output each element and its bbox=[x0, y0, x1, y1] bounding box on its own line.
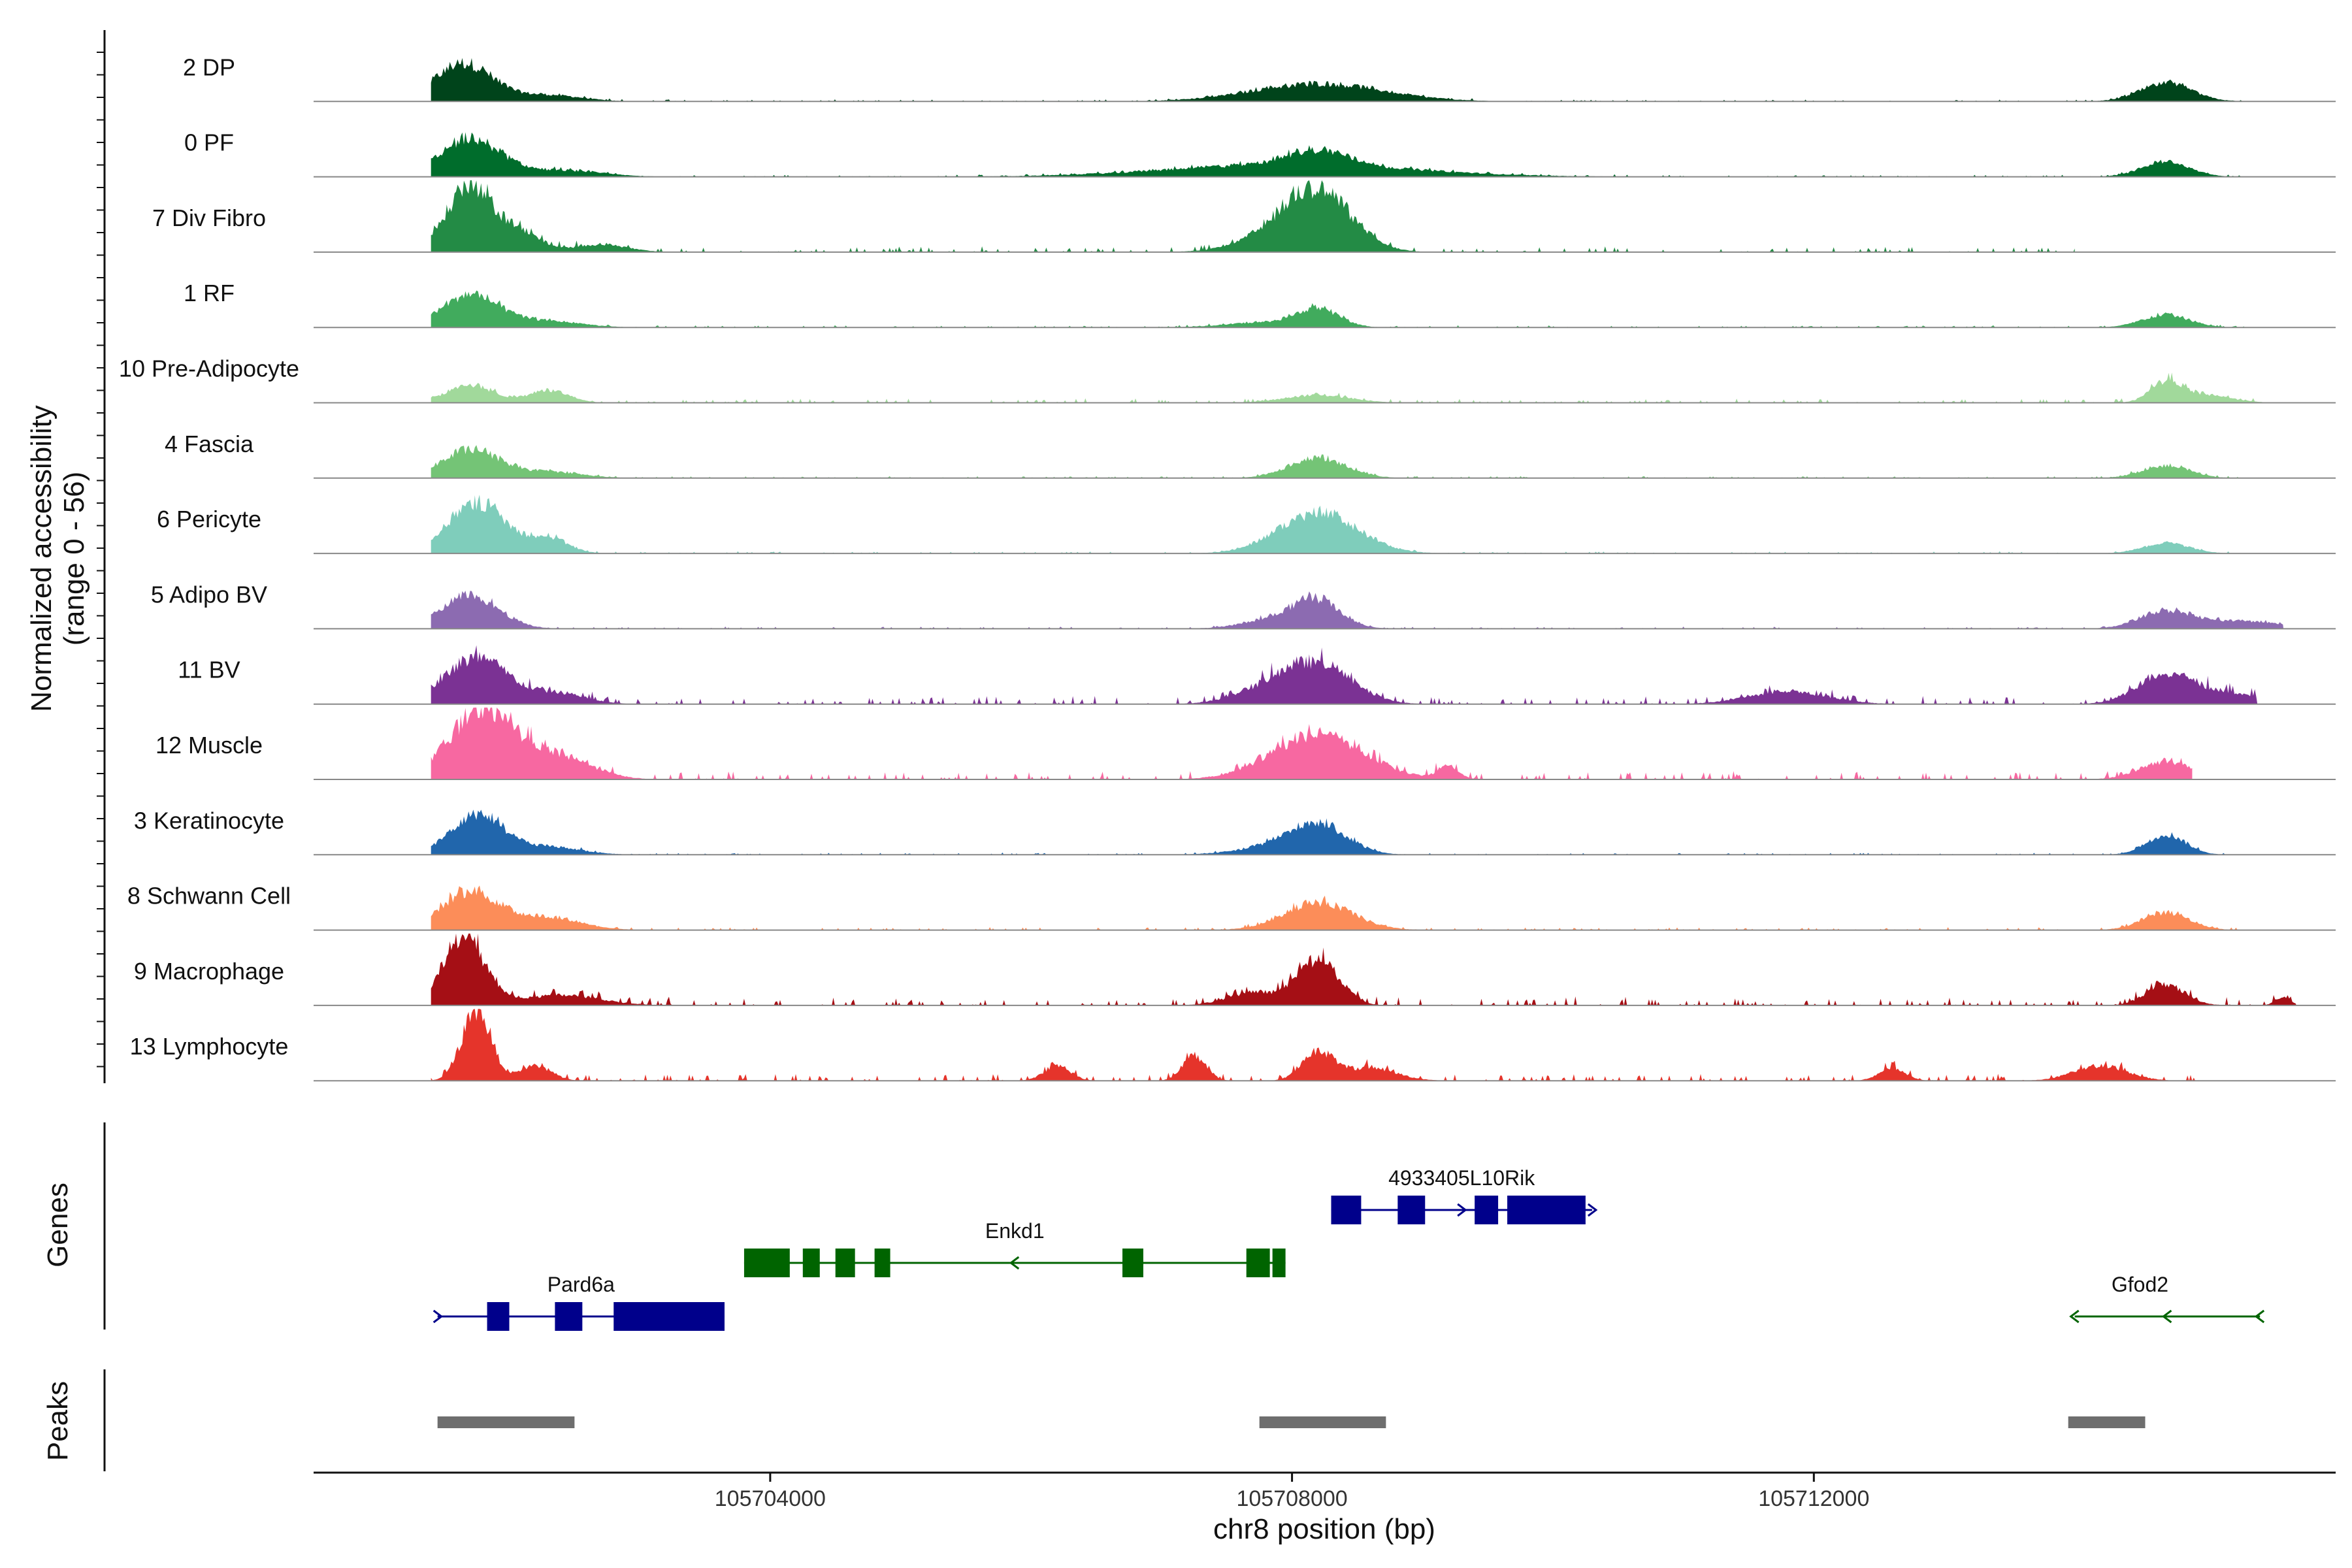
strand-arrow bbox=[2069, 1309, 2080, 1324]
strand-arrow bbox=[1457, 1203, 1467, 1217]
gene-model: Gfod2 bbox=[2069, 1273, 2265, 1324]
track: 10 Pre-Adipocyte bbox=[119, 355, 2336, 404]
genes-panel: Genes Pard6a Enkd1 4933405L10Rik Gfod2 bbox=[42, 1122, 2265, 1331]
left-axis-group: Normalized accessibility (range 0 - 56) bbox=[25, 30, 106, 1083]
coverage-area bbox=[431, 290, 2245, 328]
gene-model: Enkd1 bbox=[743, 1219, 1286, 1277]
x-axis: 105704000 105708000 105712000 chr8 positio… bbox=[314, 1471, 2336, 1545]
peaks-title: Peaks bbox=[42, 1381, 74, 1461]
gene-label: Enkd1 bbox=[985, 1219, 1045, 1243]
coverage-area bbox=[431, 933, 2297, 1005]
coverage-tracks: 2 DP 0 PF 7 Div Fibro 1 RF 10 Pre-Adipocyte 4… bbox=[119, 54, 2336, 1082]
gene-exon bbox=[1331, 1196, 1362, 1224]
track-label: 1 RF bbox=[184, 280, 235, 306]
gene-label: 4933405L10Rik bbox=[1388, 1166, 1535, 1190]
gene-exon bbox=[1507, 1196, 1586, 1224]
coverage-area bbox=[431, 591, 2284, 629]
track: 2 DP bbox=[183, 54, 2336, 103]
gene-exon bbox=[835, 1249, 855, 1277]
coverage-area bbox=[431, 809, 2245, 855]
track-label: 6 Pericyte bbox=[157, 506, 261, 532]
track-label: 12 Muscle bbox=[155, 732, 263, 759]
genes-title: Genes bbox=[42, 1183, 74, 1267]
track: 13 Lymphocyte bbox=[130, 1009, 2336, 1082]
y-axis-title-line1: Normalized accessibility bbox=[25, 405, 57, 711]
track-label: 7 Div Fibro bbox=[152, 204, 266, 231]
gene-exon bbox=[1272, 1249, 1286, 1277]
gene-exon bbox=[1246, 1249, 1270, 1277]
track: 4 Fascia bbox=[165, 431, 2336, 479]
gene-exon bbox=[555, 1302, 583, 1331]
track-label: 13 Lymphocyte bbox=[130, 1033, 289, 1060]
track-label: 2 DP bbox=[183, 54, 235, 80]
track: 6 Pericyte bbox=[157, 495, 2336, 555]
y-axis-ticks bbox=[97, 52, 105, 1068]
track: 5 Adipo BV bbox=[151, 581, 2336, 630]
track-label: 5 Adipo BV bbox=[151, 581, 267, 608]
x-tick-label: 105708000 bbox=[1236, 1486, 1347, 1511]
track-label: 4 Fascia bbox=[165, 431, 254, 457]
gene-model: Pard6a bbox=[433, 1273, 725, 1331]
peak-bar bbox=[437, 1416, 575, 1428]
strand-arrow bbox=[2161, 1309, 2172, 1324]
track-label: 0 PF bbox=[184, 129, 234, 156]
track: 1 RF bbox=[184, 280, 2336, 329]
coverage-area bbox=[431, 57, 2245, 102]
coverage-area bbox=[431, 645, 2258, 704]
gene-exon bbox=[613, 1302, 725, 1331]
track: 9 Macrophage bbox=[134, 933, 2336, 1006]
gene-exon bbox=[743, 1249, 790, 1277]
x-axis-ticks: 105704000 105708000 105712000 bbox=[715, 1473, 1869, 1511]
gene-label: Pard6a bbox=[547, 1273, 615, 1296]
coverage-area bbox=[431, 445, 2245, 478]
coverage-area bbox=[431, 708, 2193, 779]
peak-bar bbox=[2068, 1416, 2146, 1428]
strand-arrow bbox=[433, 1309, 444, 1324]
gene-exon bbox=[802, 1249, 820, 1277]
gene-models: Pard6a Enkd1 4933405L10Rik Gfod2 bbox=[433, 1166, 2265, 1331]
track: 0 PF bbox=[184, 129, 2336, 178]
gene-exon bbox=[487, 1302, 510, 1331]
coverage-area bbox=[431, 495, 2245, 554]
track: 8 Schwann Cell bbox=[127, 883, 2336, 931]
track-label: 10 Pre-Adipocyte bbox=[119, 355, 299, 382]
strand-arrow bbox=[1009, 1256, 1020, 1270]
track: 7 Div Fibro bbox=[152, 180, 2336, 253]
track: 3 Keratinocyte bbox=[134, 807, 2336, 856]
gene-exon bbox=[1397, 1196, 1426, 1224]
coverage-area bbox=[431, 132, 2258, 177]
strand-arrow bbox=[2254, 1309, 2265, 1324]
peaks-panel: Peaks bbox=[42, 1369, 2146, 1471]
gene-exon bbox=[1122, 1249, 1143, 1277]
gene-model: 4933405L10Rik bbox=[1331, 1166, 1598, 1224]
track: 11 BV bbox=[178, 645, 2336, 705]
coverage-area bbox=[431, 1009, 2206, 1081]
gene-exon bbox=[1475, 1196, 1499, 1224]
x-tick-label: 105712000 bbox=[1758, 1486, 1869, 1511]
strand-arrow bbox=[1587, 1203, 1598, 1217]
x-tick-label: 105704000 bbox=[715, 1486, 826, 1511]
coverage-area bbox=[431, 372, 2284, 403]
track: 12 Muscle bbox=[155, 708, 2336, 780]
peak-bar bbox=[1259, 1416, 1386, 1428]
peak-regions bbox=[437, 1416, 2146, 1428]
track-label: 8 Schwann Cell bbox=[127, 883, 291, 909]
gene-exon bbox=[874, 1249, 890, 1277]
gene-label: Gfod2 bbox=[2112, 1273, 2168, 1296]
track-label: 9 Macrophage bbox=[134, 958, 284, 985]
x-axis-title: chr8 position (bp) bbox=[1213, 1513, 1435, 1545]
y-axis-title-line2: (range 0 - 56) bbox=[58, 472, 90, 646]
track-label: 11 BV bbox=[178, 657, 240, 683]
coverage-area bbox=[431, 885, 2245, 930]
track-label: 3 Keratinocyte bbox=[134, 807, 284, 834]
coverage-area bbox=[431, 180, 2075, 252]
